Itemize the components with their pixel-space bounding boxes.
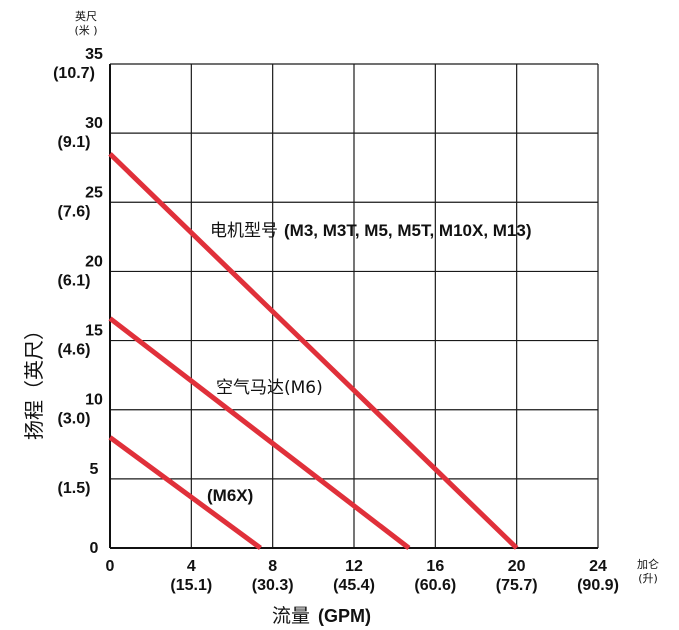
series-line-2 [108,435,262,551]
y-axis-title: 扬程（英尺） [22,320,46,440]
series-label-motor: 电机型号 (M3, M3T, M5, M5T, M10X, M13) [210,221,532,241]
y-tick-sub-3: (4.6) [58,342,91,359]
y-tick-label-6: 30 [85,115,103,132]
series-label-m6x: (M6X) [207,486,253,505]
y-tick-label-1: 5 [90,461,99,478]
y-tick-sub-6: (9.1) [58,134,91,151]
series-line-1 [108,316,411,550]
series-label-motor-main: 电机型号 [210,221,278,241]
x-tick-label-0: 0 [106,558,115,575]
x-tick-label-2: 8 [268,558,277,575]
y-unit-line1: 英尺 [75,9,97,23]
y-axis-ticks: 0 5 (1.5) 10 (3.0) 15 (4.6) 20 (6.1) 25 (7.6) 30 (9.… [53,46,103,557]
y-tick-sub-4: (6.1) [58,272,91,289]
y-tick-sub-7: (10.7) [53,65,95,82]
y-tick-label-5: 25 [85,184,103,201]
series-label-air-main: 空气马达 [216,378,284,398]
x-tick-sub-4: (60.6) [414,577,456,594]
x-tick-sub-5: (75.7) [496,577,538,594]
series-line-0 [108,152,519,550]
x-axis-title: 流量 (GPM) [272,605,371,627]
series-label-air-models: (M6) [284,378,323,398]
x-tick-label-1: 4 [187,558,196,575]
y-tick-label-0: 0 [90,540,99,557]
series-label-motor-models: (M3, M3T, M5, M5T, M10X, M13) [284,221,532,240]
y-unit-line2: (米 ) [74,24,97,37]
y-tick-sub-2: (3.0) [58,411,91,428]
y-tick-label-7: 35 [85,46,103,63]
x-tick-label-6: 24 [589,558,607,575]
series-lines [108,152,519,551]
y-tick-label-3: 15 [85,323,103,340]
grid [109,63,599,549]
x-tick-sub-3: (45.4) [333,577,375,594]
x-tick-sub-2: (30.3) [252,577,294,594]
x-tick-label-4: 16 [426,558,444,575]
x-axis-ticks: 0 4 (15.1) 8 (30.3) 12 (45.4) 16 (60.6) 20 (75.7) 2… [106,558,619,594]
x-unit-line2: (升) [638,572,658,585]
y-tick-sub-5: (7.6) [58,203,91,220]
series-label-air: 空气马达(M6) [216,378,323,398]
x-axis-title-paren: (GPM) [318,606,371,626]
x-tick-label-5: 20 [508,558,526,575]
x-tick-sub-6: (90.9) [577,577,619,594]
y-tick-label-2: 10 [85,392,103,409]
x-tick-label-3: 12 [345,558,363,575]
x-tick-sub-1: (15.1) [170,577,212,594]
x-unit-line1: 加仑 [637,557,659,571]
x-axis-title-main: 流量 [272,605,310,627]
y-tick-label-4: 20 [85,253,103,270]
y-tick-sub-1: (1.5) [58,480,91,497]
